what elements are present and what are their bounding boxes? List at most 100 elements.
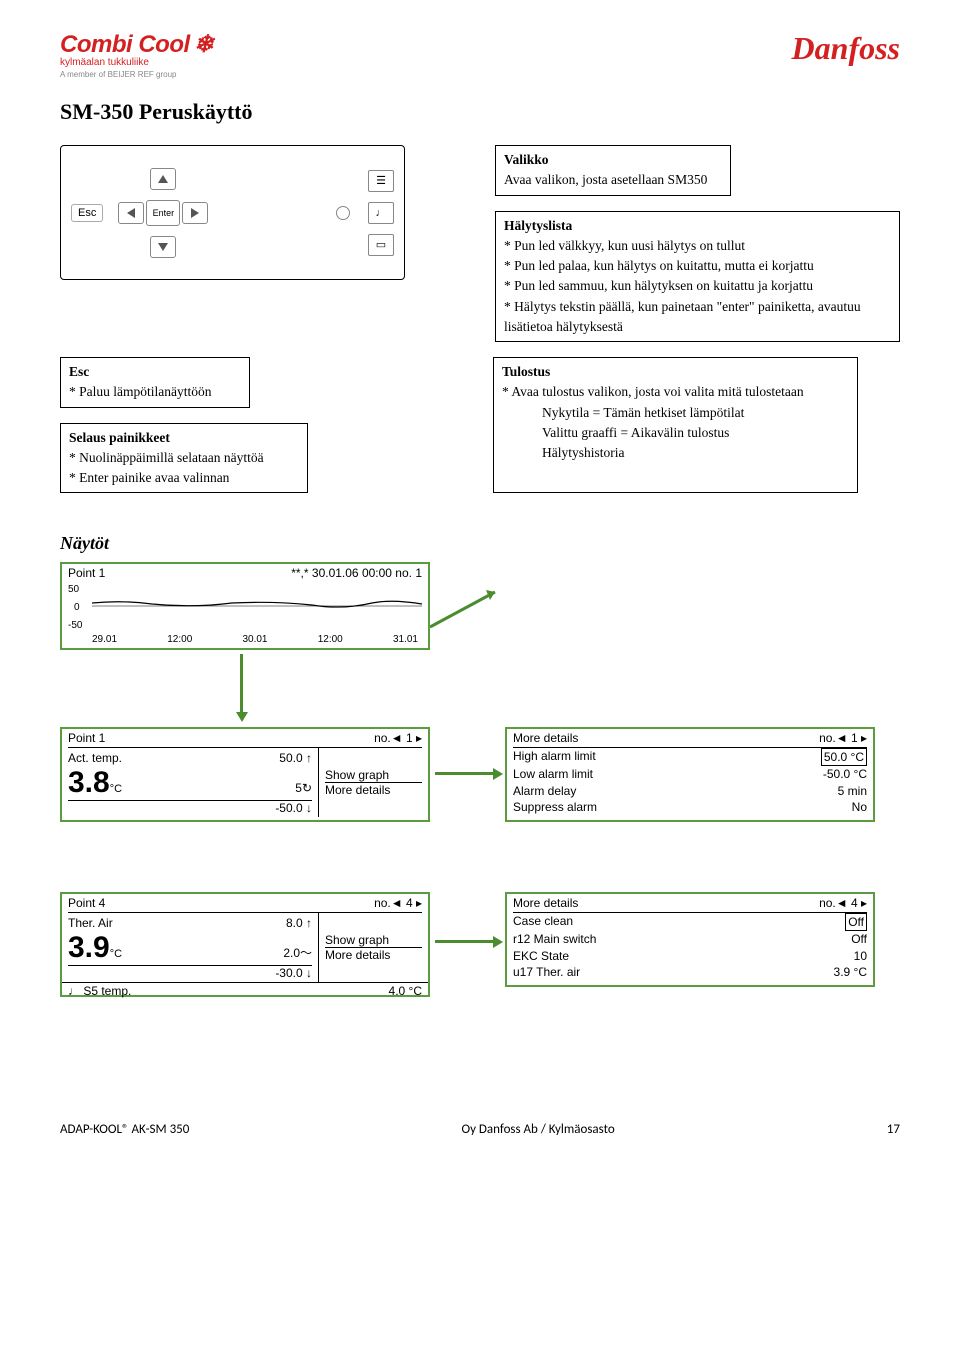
halytys-l1: * Pun led välkkyy, kun uusi hälytys on t…: [504, 238, 745, 253]
lcd4-r4a: Suppress alarm: [513, 799, 597, 815]
box-esc: Esc * Paluu lämpötilanäyttöön: [60, 357, 250, 408]
tulostus-l3: Valittu graaffi = Aikavälin tulostus: [502, 425, 729, 440]
lcd3-r3b: -50.0 ↓: [275, 801, 312, 815]
lcd3-big: 3.8: [68, 766, 110, 800]
lcd3-right: no.◄ 1 ▸: [374, 731, 422, 745]
lcd6-r2b: Off: [851, 931, 867, 947]
lcd-point1-detail: Point 1 no.◄ 1 ▸ Act. temp.50.0 ↑ 3.8°C …: [60, 727, 430, 822]
lcd6-r1a: Case clean: [513, 913, 573, 931]
lcd2-x2: 12:00: [167, 634, 192, 645]
enter-button[interactable]: Enter: [146, 200, 180, 226]
led-indicator: [336, 206, 350, 220]
lcd3-unit: °C: [110, 783, 122, 795]
lcd6-r4a: u17 Ther. air: [513, 964, 580, 980]
tulostus-title: Tulostus: [502, 364, 550, 379]
lcd5-r3b: -30.0 ↓: [275, 966, 312, 980]
lcd5-big: 3.9: [68, 931, 110, 965]
selaus-title: Selaus painikkeet: [69, 430, 170, 445]
arrow-up-button[interactable]: [150, 168, 176, 190]
halytys-title: Hälytyslista: [504, 218, 572, 233]
lcd4-r3a: Alarm delay: [513, 783, 576, 799]
lcd4-r3b: 5 min: [838, 783, 867, 799]
lcd-graph: Point 1 **,* 30.01.06 00:00 no. 1 50 0 -…: [60, 562, 430, 650]
arrow-right-button[interactable]: [182, 202, 208, 224]
footer-page: 17: [887, 1122, 900, 1137]
page-header: Combi Cool❄ kylmäalan tukkuliike A membe…: [60, 30, 900, 79]
panel-right-icons: ☰ ♩ ▭: [336, 170, 394, 256]
logo-danfoss: Danfoss: [792, 30, 900, 67]
lcd2-mid: **,* 30.01.06 00:00 no. 1: [291, 566, 422, 580]
lcd5-left: Point 4: [68, 896, 105, 910]
info-section: Esc Enter ☰ ♩ ▭ Valikko Avaa valikon,: [60, 145, 900, 493]
selaus-l2: * Enter painike avaa valinnan: [69, 470, 229, 485]
lcd3-r2b: 5↻: [295, 781, 312, 795]
arrow-left-button[interactable]: [118, 202, 144, 224]
lcd5-opt1[interactable]: Show graph: [325, 933, 422, 948]
lcd3-left: Point 1: [68, 731, 105, 745]
lcd-point4-detail: Point 4 no.◄ 4 ▸ Ther. Air 8.0 ↑ 3.9°C 2.…: [60, 892, 430, 997]
box-halytyslista: Hälytyslista * Pun led välkkyy, kun uusi…: [495, 211, 900, 343]
lcd2-ym50: -50: [68, 620, 82, 631]
valikko-line: Avaa valikon, josta asetellaan SM350: [504, 172, 707, 187]
lcd3-opt1[interactable]: Show graph: [325, 768, 422, 783]
lcd5-unit: °C: [110, 948, 122, 960]
lcd6-r1b: Off: [845, 913, 867, 931]
valikko-title: Valikko: [504, 152, 549, 167]
esc-l1: * Paluu lämpötilanäyttöön: [69, 384, 211, 399]
lcd3-opt2[interactable]: More details: [325, 783, 422, 797]
lcd2-x5: 31.01: [393, 634, 418, 645]
menu-icon[interactable]: ☰: [368, 170, 394, 192]
lcd2-y50: 50: [68, 584, 79, 595]
arrow-down-button[interactable]: [150, 236, 176, 258]
page-title: SM-350 Peruskäyttö: [60, 99, 900, 125]
brand-subtitle: kylmäalan tukkuliike: [60, 57, 213, 68]
lcd2-x1: 29.01: [92, 634, 117, 645]
lcd5-r1a: Ther. Air: [68, 915, 113, 931]
lcd2-x3: 30.01: [242, 634, 267, 645]
lcd3-r1a: Act. temp.: [68, 750, 122, 766]
alarm-icon[interactable]: ♩: [368, 202, 394, 224]
lcd6-r3b: 10: [854, 948, 867, 964]
lcd-more-details-4: More details no.◄ 4 ▸ Case cleanOff r12 …: [505, 892, 875, 987]
device-panel: Esc Enter ☰ ♩ ▭: [60, 145, 405, 280]
naytot-heading: Näytöt: [60, 533, 900, 554]
lcd4-right: no.◄ 1 ▸: [819, 731, 867, 745]
lcd6-r3a: EKC State: [513, 948, 569, 964]
logo-combi-cool: Combi Cool❄ kylmäalan tukkuliike A membe…: [60, 30, 213, 79]
brand-text: Combi Cool❄: [60, 30, 213, 59]
box-selaus: Selaus painikkeet * Nuolinäppäimillä sel…: [60, 423, 308, 494]
lcd4-r2b: -50.0 °C: [823, 766, 867, 782]
box-tulostus: Tulostus * Avaa tulostus valikon, josta …: [493, 357, 858, 493]
dpad: Enter: [118, 168, 208, 258]
lcd6-r4b: 3.9 °C: [834, 964, 867, 980]
lcd5-r1b: 8.0 ↑: [286, 915, 312, 931]
lcd4-left: More details: [513, 731, 578, 745]
esc-title: Esc: [69, 364, 89, 379]
footer-left: ADAP-KOOL® AK-SM 350: [60, 1122, 189, 1137]
halytys-l4: * Hälytys tekstin päällä, kun painetaan …: [504, 299, 861, 334]
lcd5-right: no.◄ 4 ▸: [374, 896, 422, 910]
tulostus-l4: Hälytyshistoria: [502, 445, 625, 460]
lcd5-opt2[interactable]: More details: [325, 948, 422, 962]
tulostus-l1: * Avaa tulostus valikon, josta voi valit…: [502, 384, 804, 399]
brand-member: A member of BEIJER REF group: [60, 70, 213, 79]
lcd5-botl: ♩ S5 temp.: [68, 983, 131, 999]
halytys-l3: * Pun led sammuu, kun hälytyksen on kuit…: [504, 278, 813, 293]
box-valikko: Valikko Avaa valikon, josta asetellaan S…: [495, 145, 731, 196]
selaus-l1: * Nuolinäppäimillä selataan näyttöä: [69, 450, 264, 465]
esc-button[interactable]: Esc: [71, 204, 103, 222]
lcd4-r4b: No: [852, 799, 867, 815]
page-footer: ADAP-KOOL® AK-SM 350 Oy Danfoss Ab / Kyl…: [60, 1112, 900, 1137]
lcd2-x4: 12:00: [318, 634, 343, 645]
graph-line: [92, 586, 422, 632]
lcd5-botr: 4.0 °C: [389, 983, 422, 999]
lcd4-r2a: Low alarm limit: [513, 766, 593, 782]
lcd-more-details-1: More details no.◄ 1 ▸ High alarm limit50…: [505, 727, 875, 822]
arrow-diag-icon: [430, 582, 510, 642]
lcd4-r1a: High alarm limit: [513, 748, 596, 766]
lcd2-left: Point 1: [68, 566, 105, 580]
lcd5-r2b: 2.0〜: [283, 944, 312, 961]
lcd2-y0: 0: [74, 602, 80, 613]
lcd3-r1b: 50.0 ↑: [279, 750, 312, 766]
print-icon[interactable]: ▭: [368, 234, 394, 256]
